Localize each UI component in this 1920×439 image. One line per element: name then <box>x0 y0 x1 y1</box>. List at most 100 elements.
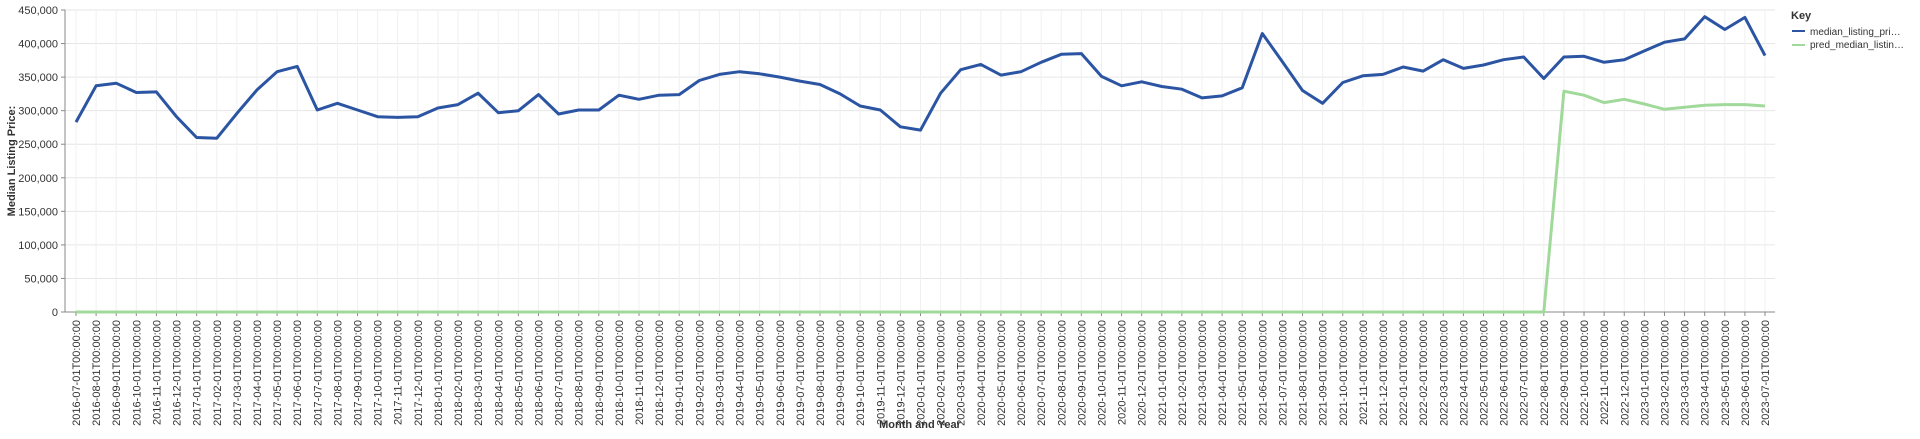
x-tick-label: 2023-05-01T00:00:00 <box>1720 320 1732 426</box>
x-tick-label: 2019-02-01T00:00:00 <box>694 320 706 426</box>
x-tick-label: 2020-05-01T00:00:00 <box>996 320 1008 426</box>
x-tick-label: 2017-04-01T00:00:00 <box>252 320 264 426</box>
x-tick-label: 2019-08-01T00:00:00 <box>815 320 827 426</box>
x-tick-label: 2018-08-01T00:00:00 <box>574 320 586 426</box>
legend-title: Key <box>1791 10 1812 22</box>
x-tick-label: 2016-10-01T00:00:00 <box>131 320 143 426</box>
x-tick-label: 2017-07-01T00:00:00 <box>312 320 324 426</box>
x-tick-label: 2020-09-01T00:00:00 <box>1076 320 1088 426</box>
x-tick-label: 2021-02-01T00:00:00 <box>1177 320 1189 426</box>
x-tick-label: 2022-07-01T00:00:00 <box>1519 320 1531 426</box>
x-tick-label: 2021-01-01T00:00:00 <box>1157 320 1169 426</box>
x-tick-label: 2022-02-01T00:00:00 <box>1418 320 1430 426</box>
x-tick-label: 2022-05-01T00:00:00 <box>1479 320 1491 426</box>
x-tick-label: 2018-07-01T00:00:00 <box>554 320 566 426</box>
x-tick-label: 2017-05-01T00:00:00 <box>272 320 284 426</box>
y-tick-labels: 0 50,000 100,000 150,000 200,000 250,000 300,0… <box>18 5 65 319</box>
x-tick-label: 2021-05-01T00:00:00 <box>1237 320 1249 426</box>
y-tick-label: 450,000 <box>18 5 58 17</box>
x-tick-label: 2021-06-01T00:00:00 <box>1257 320 1269 426</box>
x-tick-label: 2018-11-01T00:00:00 <box>634 320 646 425</box>
x-tick-label: 2020-07-01T00:00:00 <box>1036 320 1048 426</box>
y-tick-label: 200,000 <box>18 173 58 185</box>
x-tick-label: 2020-06-01T00:00:00 <box>1016 320 1028 426</box>
y-tick-label: 350,000 <box>18 72 58 84</box>
x-tick-label: 2016-12-01T00:00:00 <box>172 320 184 426</box>
x-tick-label: 2020-02-01T00:00:00 <box>936 320 948 426</box>
y-tick-label: 50,000 <box>24 273 58 285</box>
x-tick-label: 2017-10-01T00:00:00 <box>373 320 385 426</box>
x-tick-label: 2020-10-01T00:00:00 <box>1096 320 1108 426</box>
y-tick-label: 400,000 <box>18 39 58 51</box>
y-tick-label: 0 <box>52 307 58 319</box>
x-tick-label: 2019-03-01T00:00:00 <box>714 320 726 426</box>
x-tick-label: 2022-04-01T00:00:00 <box>1458 320 1470 426</box>
series-line-median <box>74 15 1767 140</box>
legend: Key median_listing_pri… pred_median_list… <box>1791 10 1904 51</box>
x-tick-label: 2016-09-01T00:00:00 <box>111 320 123 426</box>
x-tick-label: 2017-12-01T00:00:00 <box>413 320 425 426</box>
x-tick-label: 2017-01-01T00:00:00 <box>192 320 204 426</box>
x-tick-label: 2023-07-01T00:00:00 <box>1760 320 1772 426</box>
y-tick-label: 150,000 <box>18 206 58 218</box>
x-tick-label: 2019-04-01T00:00:00 <box>735 320 747 426</box>
x-tick-label: 2016-11-01T00:00:00 <box>151 320 163 425</box>
x-tick-label: 2019-01-01T00:00:00 <box>674 320 686 426</box>
x-tick-label: 2017-06-01T00:00:00 <box>292 320 304 426</box>
x-tick-label: 2017-09-01T00:00:00 <box>353 320 365 426</box>
x-tick-label: 2022-10-01T00:00:00 <box>1579 320 1591 426</box>
x-tick-label: 2018-01-01T00:00:00 <box>433 320 445 426</box>
x-tick-label: 2019-12-01T00:00:00 <box>895 320 907 426</box>
x-tick-label: 2018-09-01T00:00:00 <box>594 320 606 426</box>
x-tick-label: 2020-01-01T00:00:00 <box>916 320 928 426</box>
series-line-pred <box>76 89 1766 314</box>
x-tick-label: 2019-05-01T00:00:00 <box>755 320 767 426</box>
x-tick-label: 2023-02-01T00:00:00 <box>1659 320 1671 426</box>
y-tick-label: 100,000 <box>18 240 58 252</box>
x-tick-label: 2018-03-01T00:00:00 <box>473 320 485 426</box>
x-tick-label: 2022-08-01T00:00:00 <box>1539 320 1551 426</box>
x-tick-label: 2023-01-01T00:00:00 <box>1639 320 1651 426</box>
x-tick-label: 2019-11-01T00:00:00 <box>875 320 887 425</box>
x-tick-label: 2018-10-01T00:00:00 <box>614 320 626 426</box>
x-tick-label: 2019-09-01T00:00:00 <box>835 320 847 426</box>
y-axis-title: Median Listing Price: <box>6 106 18 217</box>
x-tick-label: 2019-06-01T00:00:00 <box>775 320 787 426</box>
x-tick-label: 2020-03-01T00:00:00 <box>956 320 968 426</box>
x-tick-label: 2023-06-01T00:00:00 <box>1740 320 1752 426</box>
x-tick-label: 2018-05-01T00:00:00 <box>513 320 525 426</box>
x-tick-label: 2022-11-01T00:00:00 <box>1599 320 1611 425</box>
x-tick-label: 2020-12-01T00:00:00 <box>1137 320 1149 426</box>
x-tick-label: 2021-11-01T00:00:00 <box>1358 320 1370 425</box>
x-tick-label: 2016-08-01T00:00:00 <box>91 320 103 426</box>
y-tick-label: 250,000 <box>18 139 58 151</box>
x-tick-label: 2020-08-01T00:00:00 <box>1056 320 1068 426</box>
x-tick-label: 2019-10-01T00:00:00 <box>855 320 867 426</box>
x-tick-label: 2021-08-01T00:00:00 <box>1298 320 1310 426</box>
x-tick-label: 2021-10-01T00:00:00 <box>1338 320 1350 426</box>
legend-label-pred: pred_median_listin… <box>1810 40 1904 51</box>
x-tick-label: 2018-06-01T00:00:00 <box>533 320 545 426</box>
x-tick-label: 2018-12-01T00:00:00 <box>654 320 666 426</box>
x-tick-label: 2017-11-01T00:00:00 <box>393 320 405 425</box>
x-tick-label: 2018-02-01T00:00:00 <box>453 320 465 426</box>
x-tick-label: 2022-09-01T00:00:00 <box>1559 320 1571 426</box>
x-tick-label: 2021-03-01T00:00:00 <box>1197 320 1209 426</box>
legend-label-median: median_listing_pri… <box>1810 27 1901 38</box>
x-tick-label: 2022-06-01T00:00:00 <box>1499 320 1511 426</box>
x-tick-label: 2021-04-01T00:00:00 <box>1217 320 1229 426</box>
gridlines <box>65 9 1775 313</box>
x-tick-label: 2020-11-01T00:00:00 <box>1117 320 1129 425</box>
x-tick-label: 2020-04-01T00:00:00 <box>976 320 988 426</box>
x-tick-label: 2017-02-01T00:00:00 <box>212 320 224 426</box>
x-tick-label: 2016-07-01T00:00:00 <box>71 320 83 426</box>
series-lines <box>74 15 1767 314</box>
x-tick-label: 2022-01-01T00:00:00 <box>1398 320 1410 426</box>
x-tick-label: 2023-03-01T00:00:00 <box>1680 320 1692 426</box>
x-tick-label: 2023-04-01T00:00:00 <box>1700 320 1712 426</box>
x-tick-label: 2017-03-01T00:00:00 <box>232 320 244 426</box>
x-tick-label: 2018-04-01T00:00:00 <box>493 320 505 426</box>
x-tick-labels: 2016-07-01T00:00:00 2016-08-01T00:00:00 20… <box>71 312 1772 426</box>
x-tick-label: 2017-08-01T00:00:00 <box>332 320 344 426</box>
